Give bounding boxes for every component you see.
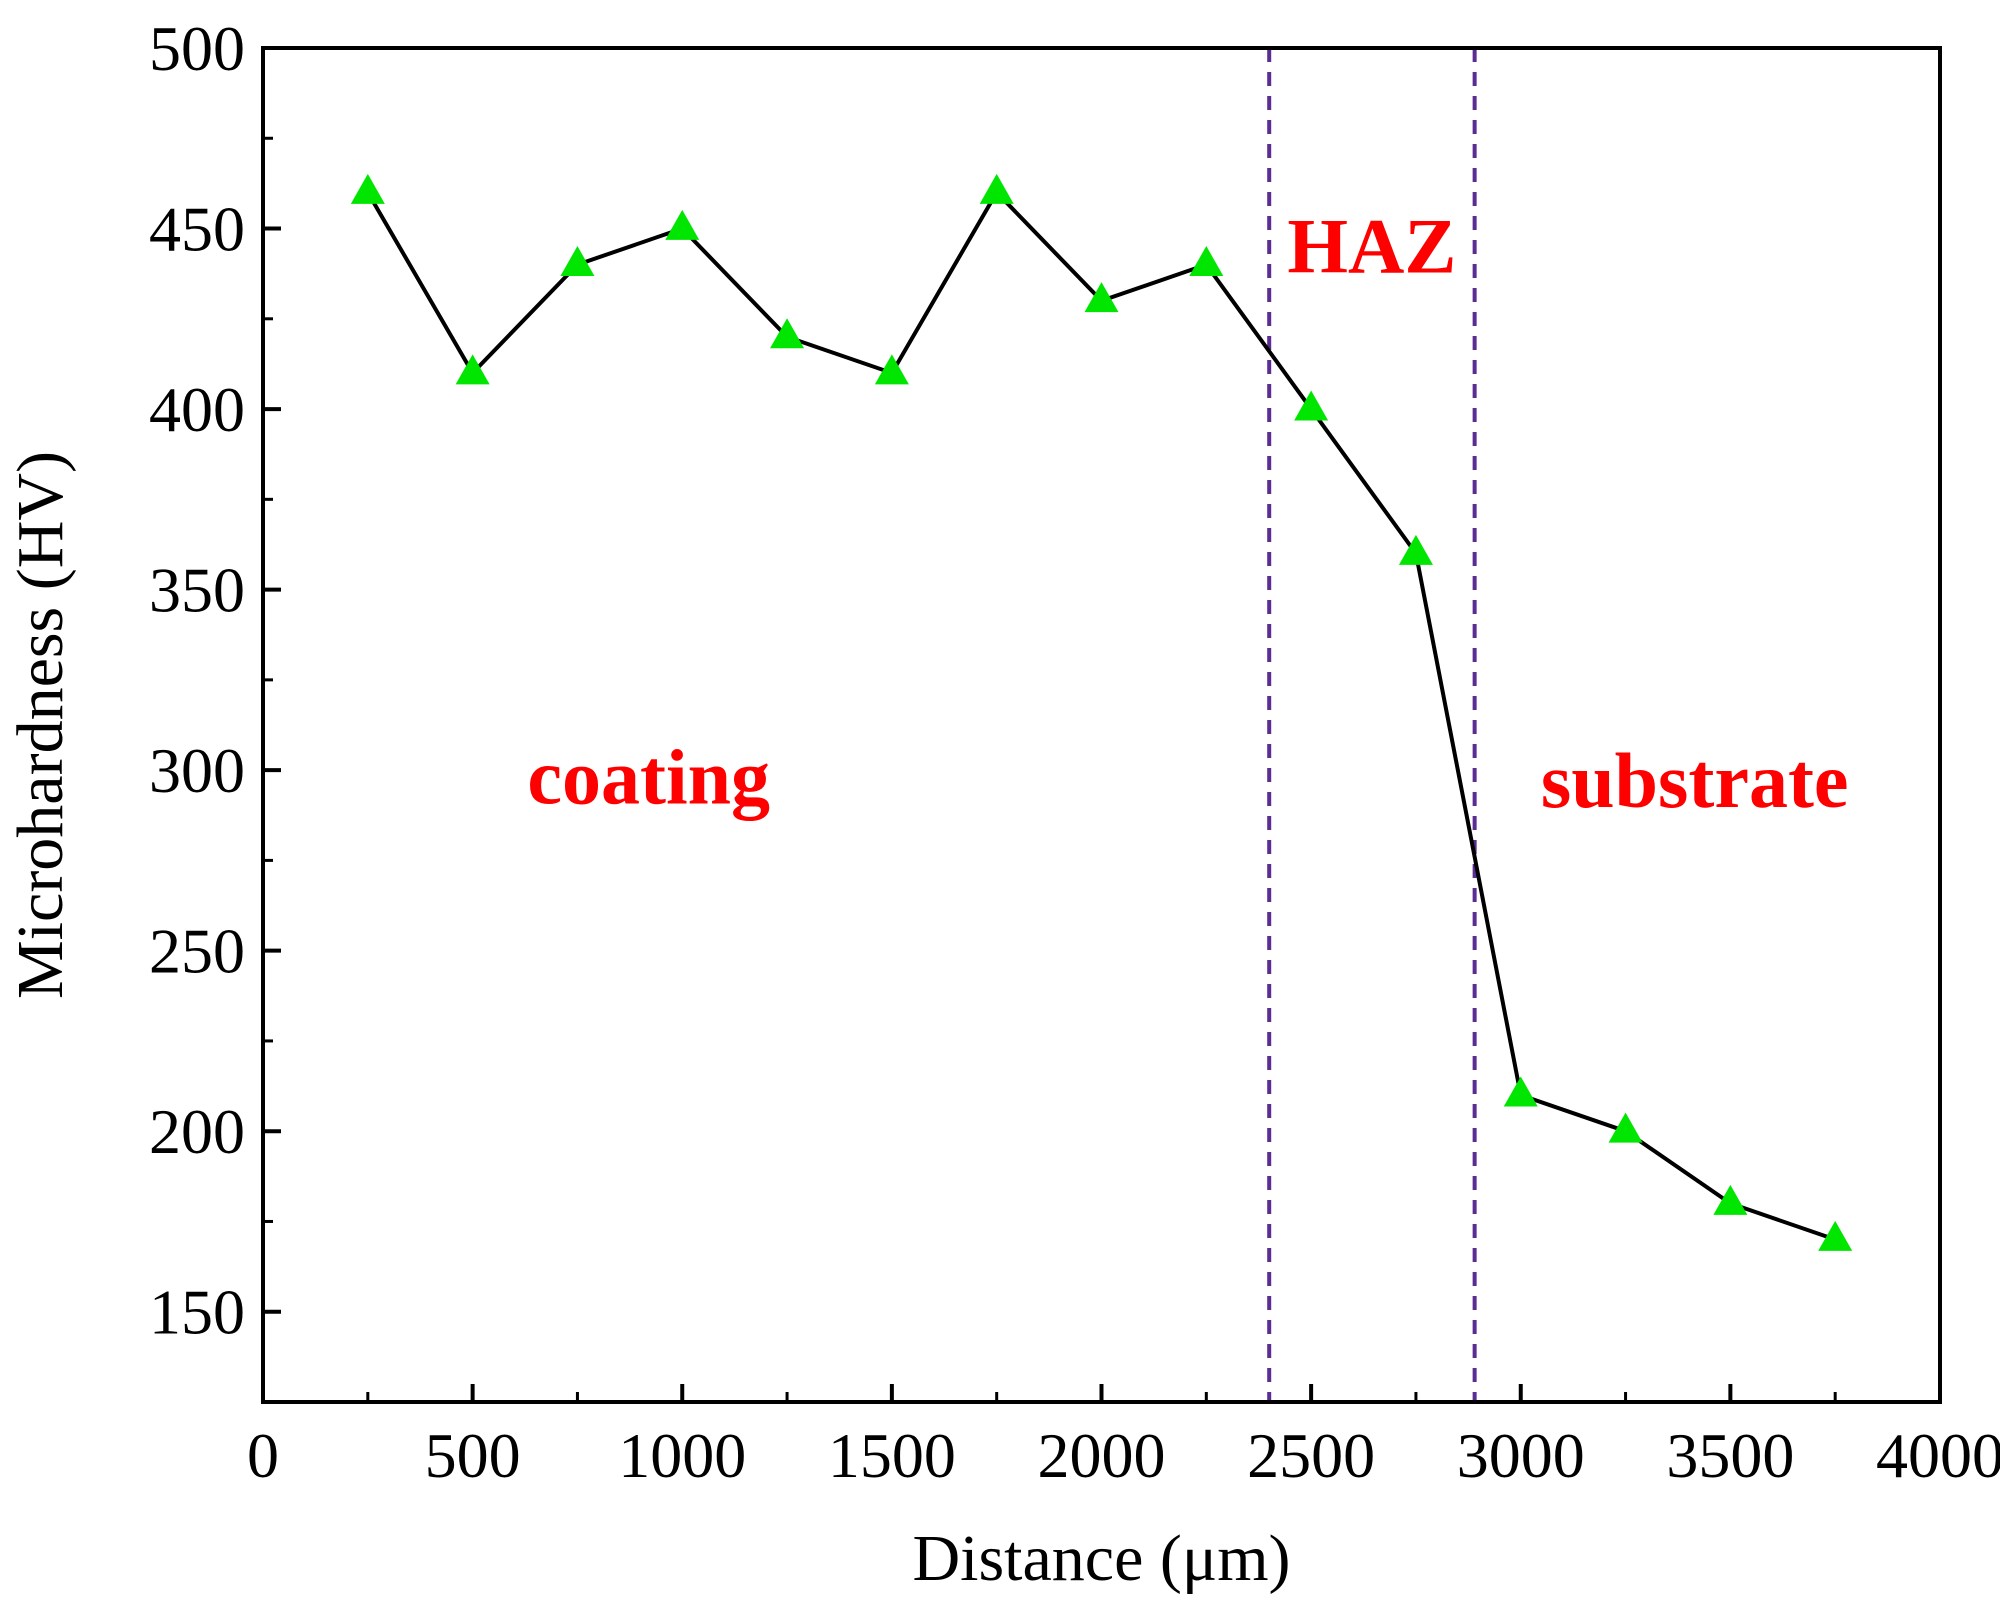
data-point-marker <box>979 173 1014 204</box>
x-tick-label: 1000 <box>618 1420 746 1491</box>
data-point-marker <box>350 173 385 204</box>
axis-ticks <box>261 46 1942 1402</box>
data-point-marker <box>1084 282 1119 313</box>
y-tick-label: 300 <box>149 735 245 806</box>
x-tick-label: 3500 <box>1666 1420 1794 1491</box>
data-point-marker <box>770 318 805 349</box>
x-tick-label: 2500 <box>1247 1420 1375 1491</box>
data-point-marker <box>455 354 490 385</box>
data-point-marker <box>665 209 700 240</box>
y-tick-label: 500 <box>149 13 245 84</box>
data-point-marker <box>1503 1076 1538 1107</box>
x-tick-label: 2000 <box>1038 1420 1166 1491</box>
series-line <box>366 190 1836 1242</box>
y-tick-label: 150 <box>149 1277 245 1348</box>
x-tick-label: 500 <box>425 1420 521 1491</box>
region-label-coating: coating <box>527 733 770 820</box>
y-tick-label: 350 <box>149 555 245 626</box>
x-axis-title: Distance (μm) <box>912 1522 1290 1595</box>
region-label-substrate: substrate <box>1541 737 1849 824</box>
region-label-HAZ: HAZ <box>1287 203 1456 290</box>
plot-frame <box>261 46 1942 1404</box>
plot-layer <box>350 48 1853 1402</box>
y-tick-label: 450 <box>149 194 245 265</box>
data-point-marker <box>560 246 595 277</box>
x-tick-label: 1500 <box>828 1420 956 1491</box>
tick-labels: 0 500 1000 1500 2000 2500 3000 3500 4000 150 200 25… <box>149 13 2000 1491</box>
x-tick-label: 3000 <box>1457 1420 1585 1491</box>
data-point-marker <box>1608 1112 1643 1143</box>
region-annotations: coating HAZ substrate <box>527 203 1848 824</box>
y-tick-label: 400 <box>149 374 245 445</box>
x-tick-label: 4000 <box>1876 1420 2000 1491</box>
y-tick-label: 250 <box>149 916 245 987</box>
data-point-marker <box>1713 1184 1748 1215</box>
data-point-marker <box>1294 390 1329 421</box>
y-axis-title: Microhardness (HV) <box>4 451 77 999</box>
data-point-marker <box>1818 1220 1853 1251</box>
data-point-marker <box>1189 246 1224 277</box>
data-point-marker <box>1398 534 1433 565</box>
y-tick-label: 200 <box>149 1096 245 1167</box>
x-tick-label: 0 <box>247 1420 279 1491</box>
data-point-marker <box>874 354 909 385</box>
